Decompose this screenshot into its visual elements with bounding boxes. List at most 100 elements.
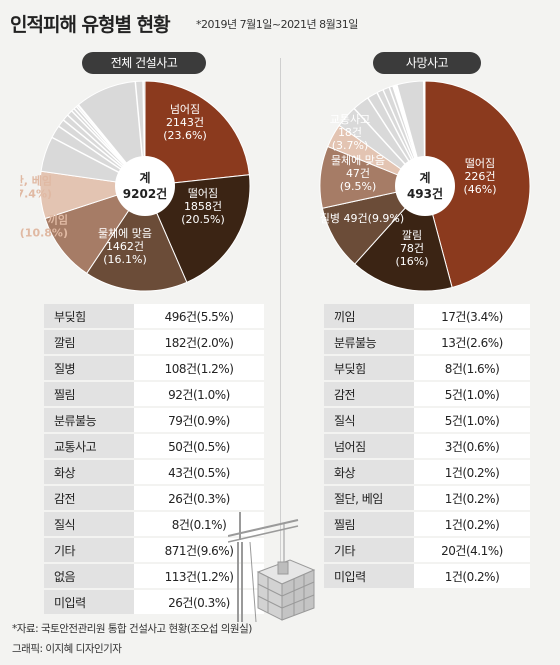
- table-row-label: 화상: [324, 460, 414, 484]
- pie-slice-label: 교통사고: [330, 113, 370, 126]
- pie-center: [115, 156, 175, 216]
- table-row-value: 20건(4.1%): [414, 538, 530, 562]
- period-note: *2019년 7월1일~2021년 8월31일: [196, 18, 358, 31]
- pie-slice-label: 47건: [346, 167, 370, 180]
- table-row: 교통사고 50건(0.5%): [44, 434, 264, 458]
- table-row: 깔림 182건(2.0%): [44, 330, 264, 354]
- table-row: 감전 26건(0.3%): [44, 486, 264, 510]
- column-divider: [280, 58, 281, 618]
- pie-slice-1: [144, 174, 251, 283]
- pie-slice-label: 2143건: [166, 116, 204, 129]
- table-row-label: 찔림: [44, 382, 134, 406]
- table-row-label: 질식: [44, 512, 134, 536]
- table-row: 부딪힘 496건(5.5%): [44, 304, 264, 328]
- pie-center: [395, 156, 455, 216]
- table-row-label: 미입력: [324, 564, 414, 588]
- table-row: 질식 5건(1.0%): [324, 408, 530, 432]
- table-row-value: 182건(2.0%): [134, 330, 264, 354]
- pie-total-value: 9202건: [123, 186, 167, 201]
- pie-slice-label: (23.6%): [163, 129, 207, 142]
- table-row-label: 감전: [44, 486, 134, 510]
- pie-slice-label: 절단, 베임: [20, 174, 52, 188]
- table-death-other: 끼임 17건(3.4%) 분류불능 13건(2.6%) 부딪힘 8건(1.6%) 감전 5건(…: [324, 302, 530, 590]
- pie-slice-label: 물체에 맞음: [98, 227, 152, 240]
- table-row-value: 5건(1.0%): [414, 382, 530, 406]
- table-row-value: 50건(0.5%): [134, 434, 264, 458]
- pie-slice-label: (20.5%): [181, 213, 225, 226]
- pie-slice-label: 667건(7.4%): [20, 187, 52, 201]
- pie-slice-label: (16%): [395, 255, 428, 268]
- pie-slice-label: (9.5%): [340, 180, 377, 193]
- table-row-value: 8건(1.6%): [414, 356, 530, 380]
- table-row: 화상 43건(0.5%): [44, 460, 264, 484]
- credit-note: 그래픽: 이지혜 디자인기자: [12, 643, 122, 655]
- pie-slice-label: 넘어짐: [170, 103, 200, 116]
- pie-slice-label: (16.1%): [103, 253, 147, 266]
- table-row-value: 1건(0.2%): [414, 460, 530, 484]
- table-row-value: 92건(1.0%): [134, 382, 264, 406]
- table-row: 넘어짐 3건(0.6%): [324, 434, 530, 458]
- table-row-value: 17건(3.4%): [414, 304, 530, 328]
- pie-slice-label: 떨어짐: [465, 157, 495, 170]
- table-row-label: 넘어짐: [324, 434, 414, 458]
- table-row-label: 부딪힘: [44, 304, 134, 328]
- pie-slice-0: [424, 80, 531, 289]
- pie-slice-label: (3.7%): [332, 139, 369, 152]
- pie-slice-label: 226건: [464, 170, 495, 183]
- pie-slice-label: 18건: [338, 126, 362, 139]
- table-row: 미입력 1건(0.2%): [324, 564, 530, 588]
- table-row-label: 미입력: [44, 590, 134, 614]
- table-row-value: 13건(2.6%): [414, 330, 530, 354]
- table-row: 기타 871건(9.6%): [44, 538, 264, 562]
- table-row-label: 분류불능: [44, 408, 134, 432]
- pie-slice-label: 1462건: [106, 240, 144, 253]
- pie-slice-2: [86, 184, 188, 292]
- table-row: 찔림 1건(0.2%): [324, 512, 530, 536]
- table-row-value: 1건(0.2%): [414, 486, 530, 510]
- pie-slice-label: 끼임: [48, 213, 68, 227]
- pie-slice-label: 떨어짐: [188, 187, 218, 200]
- pie-slice-0: [144, 80, 250, 187]
- pie-slice-label: 78건: [400, 242, 424, 255]
- pie-slice-3: [44, 185, 147, 275]
- table-row-value: 5건(1.0%): [414, 408, 530, 432]
- table-row: 기타 20건(4.1%): [324, 538, 530, 562]
- table-row-label: 끼임: [324, 304, 414, 328]
- pie-total-label: 계: [139, 170, 150, 185]
- table-row: 화상 1건(0.2%): [324, 460, 530, 484]
- table-row-label: 찔림: [324, 512, 414, 536]
- crane-illustration: [228, 512, 316, 622]
- table-row: 부딪힘 8건(1.6%): [324, 356, 530, 380]
- table-row-label: 기타: [324, 538, 414, 562]
- table-row-value: 108건(1.2%): [134, 356, 264, 380]
- table-row: 분류불능 13건(2.6%): [324, 330, 530, 354]
- table-row-label: 기타: [44, 538, 134, 562]
- table-row: 질병 108건(1.2%): [44, 356, 264, 380]
- pie-slice-label: (46%): [463, 183, 496, 196]
- table-row-value: 79건(0.9%): [134, 408, 264, 432]
- chart-title-all: 전체 건설사고: [82, 52, 206, 74]
- table-row-value: 43건(0.5%): [134, 460, 264, 484]
- table-row-value: 26건(0.3%): [134, 486, 264, 510]
- pie-slice-label: 질병 49건(9.9%): [320, 212, 404, 225]
- table-row-label: 부딪힘: [324, 356, 414, 380]
- table-row-value: 1건(0.2%): [414, 512, 530, 536]
- table-row-label: 감전: [324, 382, 414, 406]
- table-row: 질식 8건(0.1%): [44, 512, 264, 536]
- table-row: 끼임 17건(3.4%): [324, 304, 530, 328]
- chart-title-death: 사망사고: [373, 52, 481, 74]
- table-row-label: 질병: [44, 356, 134, 380]
- table-row-label: 깔림: [44, 330, 134, 354]
- table-row-value: 3건(0.6%): [414, 434, 530, 458]
- table-row: 절단, 베임 1건(0.2%): [324, 486, 530, 510]
- table-row: 분류불능 79건(0.9%): [44, 408, 264, 432]
- table-row-label: 교통사고: [44, 434, 134, 458]
- pie-slice-label: 978건(10.8%): [20, 226, 68, 240]
- table-row-label: 질식: [324, 408, 414, 432]
- table-row: 찔림 92건(1.0%): [44, 382, 264, 406]
- pie-slice-label: 1858건: [184, 200, 222, 213]
- table-row-label: 없음: [44, 564, 134, 588]
- pie-total-label: 계: [419, 170, 430, 185]
- pie-slice-label: 물체에 맞음: [331, 154, 385, 167]
